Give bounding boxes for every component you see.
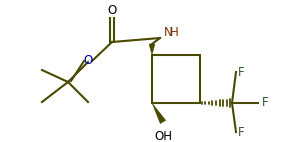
Text: H: H <box>170 26 179 38</box>
Text: F: F <box>262 97 269 109</box>
Text: OH: OH <box>154 130 172 142</box>
Text: N: N <box>164 26 172 38</box>
Text: O: O <box>107 4 117 17</box>
Text: F: F <box>238 126 245 138</box>
Polygon shape <box>149 44 155 55</box>
Text: F: F <box>238 65 245 79</box>
Text: O: O <box>83 54 93 66</box>
Polygon shape <box>152 103 166 124</box>
